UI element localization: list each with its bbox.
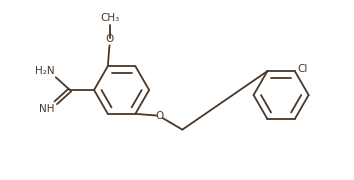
Text: Cl: Cl: [298, 64, 308, 74]
Text: H₂N: H₂N: [35, 66, 55, 76]
Text: O: O: [155, 111, 164, 121]
Text: CH₃: CH₃: [100, 13, 119, 23]
Text: O: O: [105, 34, 114, 44]
Text: NH: NH: [39, 104, 55, 114]
